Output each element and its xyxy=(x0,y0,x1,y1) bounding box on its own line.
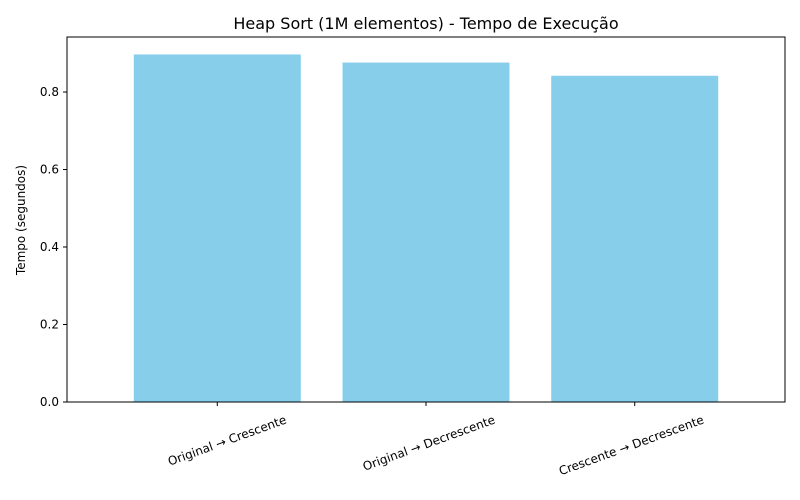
x-tick-label: Crescente → Decrescente xyxy=(557,413,706,479)
plot-area-frame xyxy=(66,36,786,403)
chart-title: Heap Sort (1M elementos) - Tempo de Exec… xyxy=(233,14,618,33)
y-tick-label: 0.0 xyxy=(40,395,59,409)
bar-1 xyxy=(342,62,510,403)
y-axis: 0.0 0.2 0.4 0.6 0.8 xyxy=(40,85,67,409)
y-axis-label: Tempo (segundos) xyxy=(14,165,28,276)
y-tick-label: 0.6 xyxy=(40,163,59,177)
y-tick-label: 0.2 xyxy=(40,318,59,332)
x-axis: Original → Crescente Original → Decrescen… xyxy=(166,402,706,478)
y-tick-label: 0.4 xyxy=(40,240,59,254)
bars-group xyxy=(133,54,719,403)
x-tick-label: Original → Decrescente xyxy=(361,413,497,474)
x-tick-label: Original → Crescente xyxy=(166,413,288,469)
bar-2 xyxy=(551,75,719,402)
y-tick-label: 0.8 xyxy=(40,85,59,99)
bar-0 xyxy=(133,54,301,402)
